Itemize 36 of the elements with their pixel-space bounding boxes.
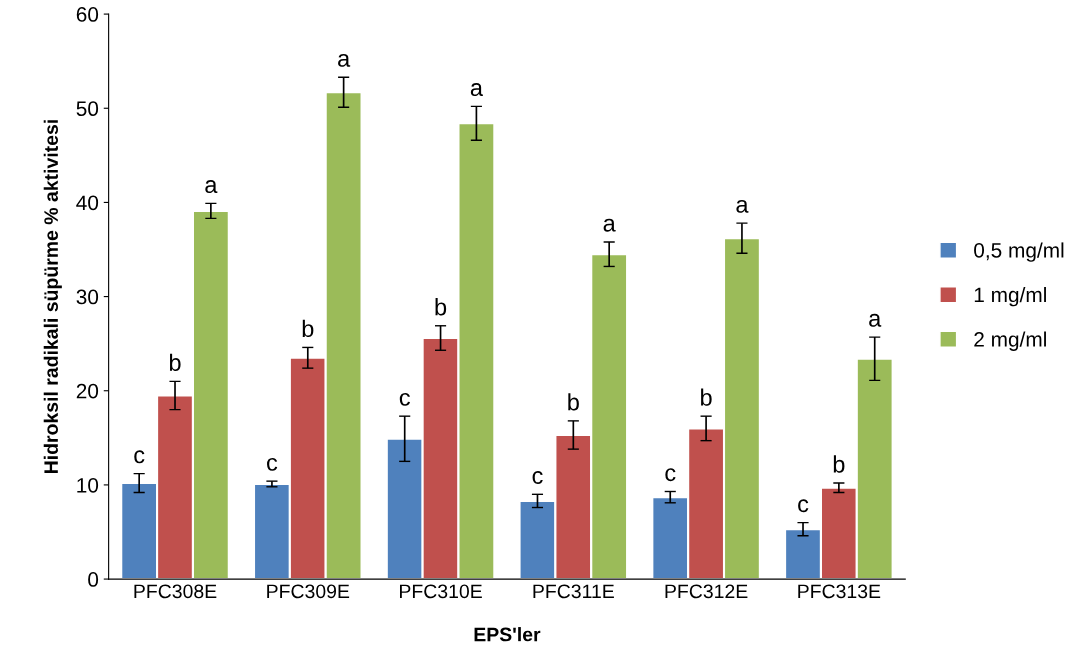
y-tick-label: 0 [88, 572, 99, 587]
data-label: a [603, 218, 616, 232]
y-tick-label: 50 [76, 101, 99, 117]
data-label: a [470, 83, 483, 97]
data-label: b [833, 455, 845, 473]
legend-label: 2 mg/ml [974, 331, 1046, 351]
y-tick-label: 10 [77, 477, 99, 493]
x-axis-title: EPS'ler [474, 627, 541, 642]
y-axis-title: Hidroksil radikali süpürme % aktivitesi [43, 120, 62, 474]
data-label: c [399, 392, 410, 406]
x-tick-label: PFC308E [134, 584, 217, 599]
data-label: c [134, 450, 145, 464]
x-tick-label: PFC313E [798, 584, 881, 599]
data-label: c [532, 471, 543, 485]
data-label: a [205, 180, 218, 194]
data-label: b [302, 319, 314, 338]
legend-label: 0,5 mg/ml [974, 242, 1064, 262]
x-tick-label: PFC309E [267, 584, 350, 599]
y-tick-label: 20 [76, 383, 99, 399]
x-tick-label: PFC310E [400, 584, 482, 599]
data-label: a [338, 53, 351, 67]
data-label: a [736, 199, 749, 213]
data-label: b [435, 298, 447, 316]
data-label: c [798, 499, 809, 513]
y-tick-label: 40 [76, 195, 99, 211]
x-tick-label: PFC312E [665, 584, 748, 599]
data-label: c [267, 457, 278, 471]
data-label: b [568, 393, 579, 411]
y-tick-label: 30 [76, 289, 99, 305]
data-label: b [701, 388, 712, 406]
y-tick-label: 60 [76, 7, 99, 22]
data-label: c [665, 468, 676, 482]
x-tick-label: PFC311E [533, 584, 614, 599]
data-label: b [169, 353, 181, 372]
legend-label: 1 mg/ml [974, 286, 1046, 307]
data-label: a [869, 313, 882, 327]
